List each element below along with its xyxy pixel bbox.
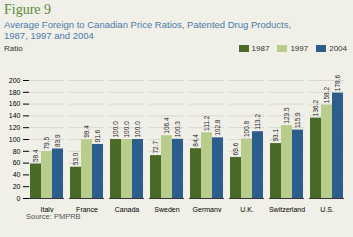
svg-text:115.9: 115.9 bbox=[294, 112, 301, 128]
svg-text:20: 20 bbox=[13, 183, 21, 190]
svg-text:Canada: Canada bbox=[115, 206, 140, 212]
svg-text:84.4: 84.4 bbox=[192, 134, 199, 147]
svg-text:178.6: 178.6 bbox=[334, 74, 341, 91]
svg-text:160: 160 bbox=[9, 100, 21, 107]
svg-text:Switzerland: Switzerland bbox=[269, 206, 305, 212]
svg-text:100.3: 100.3 bbox=[174, 121, 181, 138]
html-text:Average Foreign to Canadian Pr: Average Foreign to Canadian Price Ratios… bbox=[4, 19, 292, 41]
html-text:1987: 1987 bbox=[251, 44, 270, 53]
svg-text:83.9: 83.9 bbox=[54, 134, 61, 147]
svg-text:100.0: 100.0 bbox=[123, 121, 130, 138]
svg-text:58.4: 58.4 bbox=[32, 149, 39, 162]
svg-text:U.K.: U.K. bbox=[240, 206, 254, 212]
svg-text:200: 200 bbox=[9, 77, 21, 84]
svg-text:Germany: Germany bbox=[193, 206, 222, 212]
svg-text:72.7: 72.7 bbox=[152, 141, 159, 154]
svg-text:100.0: 100.0 bbox=[134, 121, 141, 138]
html-text:Source: PMPRB: Source: PMPRB bbox=[26, 212, 81, 221]
svg-text:100.8: 100.8 bbox=[243, 120, 250, 137]
svg-text:106.4: 106.4 bbox=[163, 117, 170, 134]
svg-text:180: 180 bbox=[9, 89, 21, 96]
svg-text:120: 120 bbox=[9, 124, 21, 131]
html-text:Ratio: Ratio bbox=[4, 44, 23, 53]
svg-text:U.S.: U.S. bbox=[320, 206, 334, 212]
svg-text:99.4: 99.4 bbox=[83, 125, 90, 138]
html-text:2004: 2004 bbox=[329, 44, 347, 53]
svg-text:91.6: 91.6 bbox=[94, 129, 101, 142]
svg-text:136.2: 136.2 bbox=[312, 99, 319, 116]
svg-text:0: 0 bbox=[17, 195, 21, 202]
svg-text:102.8: 102.8 bbox=[214, 119, 221, 136]
svg-text:79.5: 79.5 bbox=[43, 137, 50, 150]
html-text:1997: 1997 bbox=[290, 44, 309, 53]
svg-text:158.2: 158.2 bbox=[323, 87, 330, 104]
svg-text:40: 40 bbox=[13, 171, 21, 178]
svg-text:53.0: 53.0 bbox=[72, 152, 79, 165]
svg-text:140: 140 bbox=[9, 112, 21, 119]
svg-text:111.2: 111.2 bbox=[203, 115, 210, 131]
svg-text:93.1: 93.1 bbox=[272, 129, 279, 142]
svg-text:Sweden: Sweden bbox=[154, 206, 179, 212]
svg-text:100.0: 100.0 bbox=[112, 121, 119, 138]
svg-text:113.2: 113.2 bbox=[254, 114, 261, 130]
svg-text:80: 80 bbox=[13, 148, 21, 155]
svg-text:Italy: Italy bbox=[41, 206, 54, 212]
svg-text:69.6: 69.6 bbox=[232, 142, 239, 155]
svg-text:100: 100 bbox=[9, 136, 21, 143]
svg-text:123.5: 123.5 bbox=[283, 107, 290, 124]
html-text:Figure 9: Figure 9 bbox=[4, 2, 52, 17]
svg-text:France: France bbox=[76, 206, 98, 212]
svg-text:60: 60 bbox=[13, 159, 21, 166]
